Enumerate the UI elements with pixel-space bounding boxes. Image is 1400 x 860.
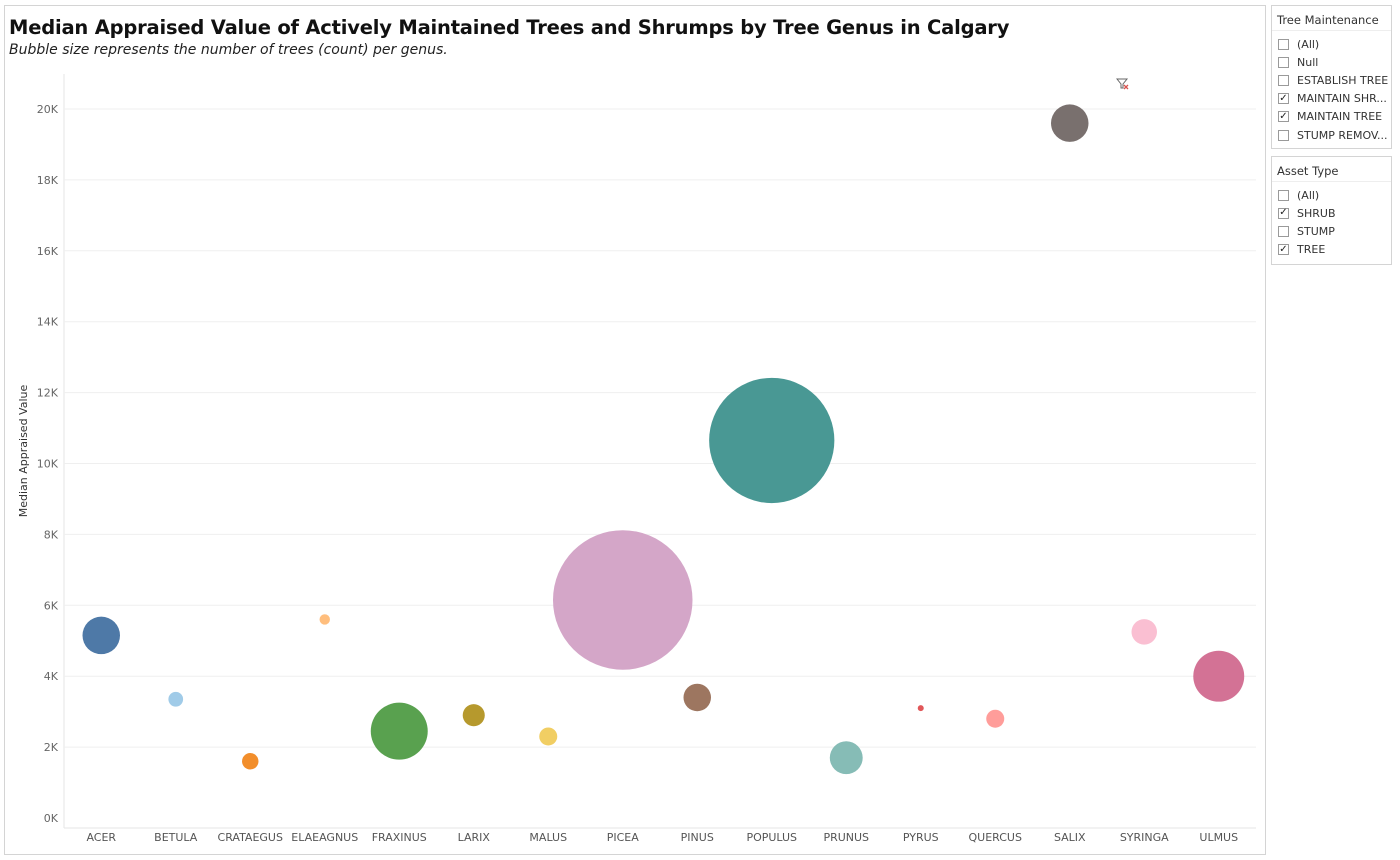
bubble-crataegus[interactable]: [242, 753, 259, 770]
x-tick-label: ULMUS: [1199, 831, 1238, 844]
bubble-picea[interactable]: [552, 530, 693, 670]
x-tick-label: PINUS: [681, 831, 714, 844]
x-tick-label: ELAEAGNUS: [291, 831, 358, 844]
y-tick-label: 14K: [37, 316, 59, 329]
x-tick-label: PRUNUS: [823, 831, 869, 844]
filter-option[interactable]: (All): [1272, 186, 1391, 204]
checkbox[interactable]: [1278, 129, 1289, 141]
bubble-elaeagnus[interactable]: [319, 614, 330, 625]
filter-option-label: ESTABLISH TREE: [1297, 73, 1389, 87]
filter-option-label: (All): [1297, 188, 1320, 202]
filter-option-label: STUMP: [1297, 224, 1335, 238]
filter-option-label: SHRUB: [1297, 206, 1336, 220]
filter-option-label: Null: [1297, 55, 1319, 69]
checkbox[interactable]: [1278, 225, 1289, 237]
y-tick-label: 16K: [37, 245, 59, 258]
y-axis-title: Median Appraised Value: [17, 385, 30, 518]
asset-type-filter: Asset Type (All) ✓ SHRUB STUMP ✓ TREE: [1271, 156, 1392, 265]
y-tick-label: 8K: [44, 528, 59, 541]
y-tick-label: 2K: [44, 741, 59, 754]
y-tick-label: 0K: [44, 812, 59, 825]
filter-option[interactable]: ESTABLISH TREE: [1272, 71, 1391, 89]
filter-title: Asset Type: [1272, 157, 1391, 182]
x-tick-label: POPULUS: [746, 831, 797, 844]
x-tick-label: FRAXINUS: [372, 831, 427, 844]
x-tick-label: BETULA: [154, 831, 198, 844]
checkbox[interactable]: [1278, 74, 1289, 86]
bubble-populus[interactable]: [709, 377, 835, 504]
tree-maintenance-filter: Tree Maintenance (All) Null ESTABLISH TREE…: [1271, 5, 1392, 149]
x-tick-label: ACER: [86, 831, 116, 844]
bubble-salix[interactable]: [1051, 104, 1089, 142]
y-tick-label: 10K: [37, 458, 59, 471]
chart-title: Median Appraised Value of Actively Maint…: [9, 16, 1010, 39]
x-tick-label: SYRINGA: [1120, 831, 1169, 844]
bubble-malus[interactable]: [539, 727, 558, 746]
x-tick-label: LARIX: [458, 831, 491, 844]
x-tick-label: QUERCUS: [969, 831, 1022, 844]
bubble-quercus[interactable]: [986, 709, 1005, 728]
filter-option[interactable]: ✓ MAINTAIN SHR...: [1272, 90, 1391, 108]
bubble-pyrus[interactable]: [917, 705, 924, 712]
checkbox[interactable]: ✓: [1278, 110, 1289, 123]
chart-panel: Median Appraised Value of Actively Maint…: [4, 5, 1266, 855]
y-tick-label: 4K: [44, 670, 59, 683]
bubble-chart: 0K 2K 4K 6K 8K 10K 12K 14K 16K 18K 20K Median Appra…: [17, 74, 1256, 844]
filter-option-label: TREE: [1297, 243, 1326, 257]
chart-subtitle: Bubble size represents the number of tre…: [9, 42, 448, 58]
filter-option[interactable]: (All): [1272, 35, 1391, 53]
filter-option[interactable]: ✓ SHRUB: [1272, 204, 1391, 222]
bubble-acer[interactable]: [82, 616, 120, 655]
filter-options: (All) Null ESTABLISH TREE ✓ MAINTAIN SHR... ✓…: [1272, 31, 1391, 144]
y-tick-label: 12K: [37, 387, 59, 400]
filter-options: (All) ✓ SHRUB STUMP ✓ TREE: [1272, 182, 1391, 259]
clear-filter-icon[interactable]: [1116, 78, 1130, 90]
bubble-pinus[interactable]: [683, 683, 712, 712]
filter-option-label: MAINTAIN TREE: [1297, 110, 1383, 124]
bubble-syringa[interactable]: [1131, 619, 1157, 645]
x-tick-label: CRATAEGUS: [218, 831, 283, 844]
checkbox[interactable]: ✓: [1278, 243, 1289, 256]
y-tick-label: 18K: [37, 174, 59, 187]
filter-option-label: STUMP REMOV...: [1297, 128, 1388, 142]
x-tick-label: MALUS: [529, 831, 567, 844]
bubble-prunus[interactable]: [829, 741, 863, 775]
bubble-larix[interactable]: [462, 704, 485, 727]
checkbox[interactable]: ✓: [1278, 207, 1289, 219]
filter-option[interactable]: STUMP: [1272, 222, 1391, 240]
filter-option[interactable]: Null: [1272, 53, 1391, 71]
checkbox[interactable]: [1278, 38, 1289, 50]
filter-option[interactable]: STUMP REMOV...: [1272, 126, 1391, 144]
bubble-ulmus[interactable]: [1193, 650, 1245, 702]
checkbox[interactable]: [1278, 56, 1289, 68]
bubble-betula[interactable]: [168, 691, 184, 707]
y-tick-label: 6K: [44, 599, 59, 612]
x-tick-label: SALIX: [1054, 831, 1086, 844]
checkbox[interactable]: ✓: [1278, 92, 1289, 105]
filter-option[interactable]: ✓ TREE: [1272, 241, 1391, 259]
filter-option-label: (All): [1297, 37, 1320, 51]
filter-option-label: MAINTAIN SHR...: [1297, 92, 1387, 106]
x-tick-label: PYRUS: [903, 831, 939, 844]
x-tick-label: PICEA: [607, 831, 640, 844]
filter-title: Tree Maintenance: [1272, 6, 1391, 31]
bubble-fraxinus[interactable]: [370, 702, 428, 760]
filter-option[interactable]: ✓ MAINTAIN TREE: [1272, 108, 1391, 126]
checkbox[interactable]: [1278, 189, 1289, 201]
y-tick-label: 20K: [37, 103, 59, 116]
